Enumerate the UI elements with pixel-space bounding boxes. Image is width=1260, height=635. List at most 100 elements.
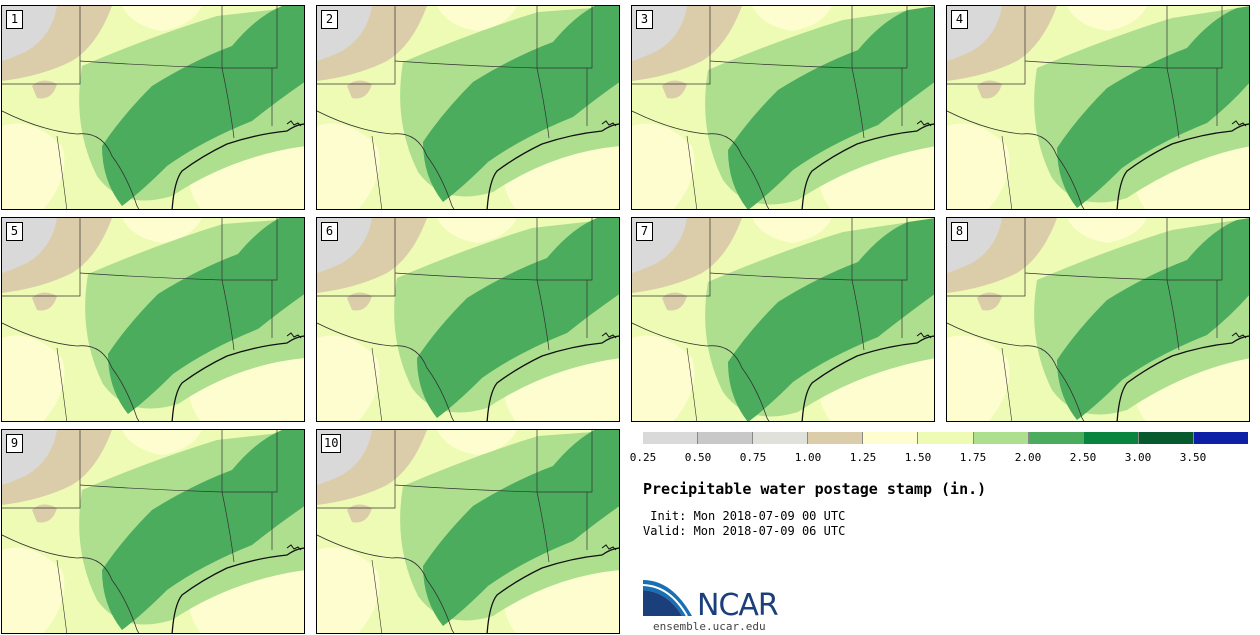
- init-time: Init: Mon 2018-07-09 00 UTC: [643, 509, 846, 523]
- state-boundary: [851, 279, 865, 351]
- state-boundary: [852, 218, 908, 281]
- legend-swatch: [1193, 432, 1249, 444]
- member-panel-1[interactable]: 1: [1, 5, 305, 210]
- panel-label: 2: [321, 10, 338, 29]
- legend-swatch: [973, 432, 1029, 444]
- panel-label: 7: [636, 222, 653, 241]
- legend-swatch: [698, 432, 754, 444]
- panel-label: 4: [951, 10, 968, 29]
- border-line: [317, 322, 455, 421]
- state-boundary: [947, 218, 1026, 297]
- coastline-delta: [601, 332, 617, 339]
- cream-region-north: [437, 218, 517, 243]
- member-panel-4[interactable]: 4: [946, 5, 1250, 210]
- coastline-delta: [286, 332, 302, 339]
- cream-region-north: [437, 430, 517, 455]
- panel-label: 8: [951, 222, 968, 241]
- moist-region-dark: [728, 6, 934, 209]
- legend-tick-label: 3.50: [1179, 451, 1207, 464]
- coastline: [486, 123, 619, 209]
- state-boundary: [686, 135, 698, 209]
- tan-patch: [662, 80, 687, 99]
- member-panel-5[interactable]: 5: [1, 217, 305, 422]
- moist-region-dark: [102, 6, 304, 206]
- state-boundary: [536, 279, 550, 351]
- cream-region-north: [122, 6, 202, 31]
- panel-label: 1: [6, 10, 23, 29]
- map-6: [317, 218, 619, 421]
- cream-region-north: [122, 430, 202, 455]
- tan-patch: [32, 292, 57, 311]
- state-boundary: [537, 218, 593, 281]
- cream-region-southwest: [317, 123, 380, 209]
- state-boundary: [394, 6, 538, 69]
- moist-region-dark: [1057, 6, 1249, 208]
- state-boundary: [1167, 6, 1223, 69]
- legend-tick-label: 1.25: [849, 451, 877, 464]
- state-boundary: [947, 6, 1026, 85]
- state-boundary: [56, 559, 68, 633]
- tan-patch: [347, 504, 372, 523]
- panel-label: 3: [636, 10, 653, 29]
- state-boundary: [222, 218, 278, 281]
- border-line: [2, 322, 140, 421]
- coastline-delta: [916, 120, 932, 127]
- map-7: [632, 218, 934, 421]
- cream-region-north: [437, 6, 517, 31]
- state-boundary: [56, 135, 68, 209]
- cream-region-southwest: [632, 123, 695, 209]
- tan-patch: [977, 80, 1002, 99]
- tan-patch: [347, 292, 372, 311]
- border-line: [317, 110, 455, 209]
- member-panel-8[interactable]: 8: [946, 217, 1250, 422]
- cream-region-southwest: [947, 335, 1010, 421]
- state-boundary: [709, 6, 853, 69]
- map-10: [317, 430, 619, 633]
- state-boundary: [79, 430, 223, 493]
- color-scale-bar: [643, 432, 1249, 444]
- member-panel-2[interactable]: 2: [316, 5, 620, 210]
- state-boundary: [536, 491, 550, 563]
- state-boundary: [1166, 67, 1180, 139]
- member-panel-3[interactable]: 3: [631, 5, 935, 210]
- legend-swatch: [1083, 432, 1139, 444]
- legend-tick-label: 1.00: [794, 451, 822, 464]
- ncar-url: ensemble.ucar.edu: [653, 620, 766, 633]
- state-boundary: [537, 6, 593, 69]
- state-boundary: [79, 6, 223, 69]
- cream-region-southwest: [317, 547, 380, 633]
- legend-tick-label: 0.50: [684, 451, 712, 464]
- coastline: [171, 335, 304, 421]
- panel-label: 9: [6, 434, 23, 453]
- map-1: [2, 6, 304, 209]
- state-boundary: [709, 218, 853, 281]
- coastline-delta: [1231, 332, 1247, 339]
- state-boundary: [1001, 347, 1013, 421]
- ncar-logo-wordmark: NCAR: [697, 588, 779, 623]
- moist-region-dark: [417, 218, 619, 418]
- member-panel-10[interactable]: 10: [316, 429, 620, 634]
- panel-label: 5: [6, 222, 23, 241]
- map-8: [947, 218, 1249, 421]
- coastline: [1116, 335, 1249, 421]
- state-boundary: [221, 279, 235, 351]
- member-panel-7[interactable]: 7: [631, 217, 935, 422]
- coastline-delta: [1231, 120, 1247, 127]
- legend-tick-label: 1.50: [904, 451, 932, 464]
- map-2: [317, 6, 619, 209]
- state-boundary: [221, 67, 235, 139]
- map-9: [2, 430, 304, 633]
- cream-region-north: [122, 218, 202, 243]
- cream-region-north: [752, 218, 832, 243]
- tan-patch: [32, 80, 57, 99]
- member-panel-6[interactable]: 6: [316, 217, 620, 422]
- state-boundary: [56, 347, 68, 421]
- member-panel-9[interactable]: 9: [1, 429, 305, 634]
- tan-patch: [32, 504, 57, 523]
- legend-tick-label: 3.00: [1124, 451, 1152, 464]
- cream-region-north: [1067, 218, 1147, 243]
- state-boundary: [371, 347, 383, 421]
- state-boundary: [1167, 218, 1223, 281]
- state-boundary: [2, 6, 81, 85]
- moist-region-dark: [1057, 218, 1249, 420]
